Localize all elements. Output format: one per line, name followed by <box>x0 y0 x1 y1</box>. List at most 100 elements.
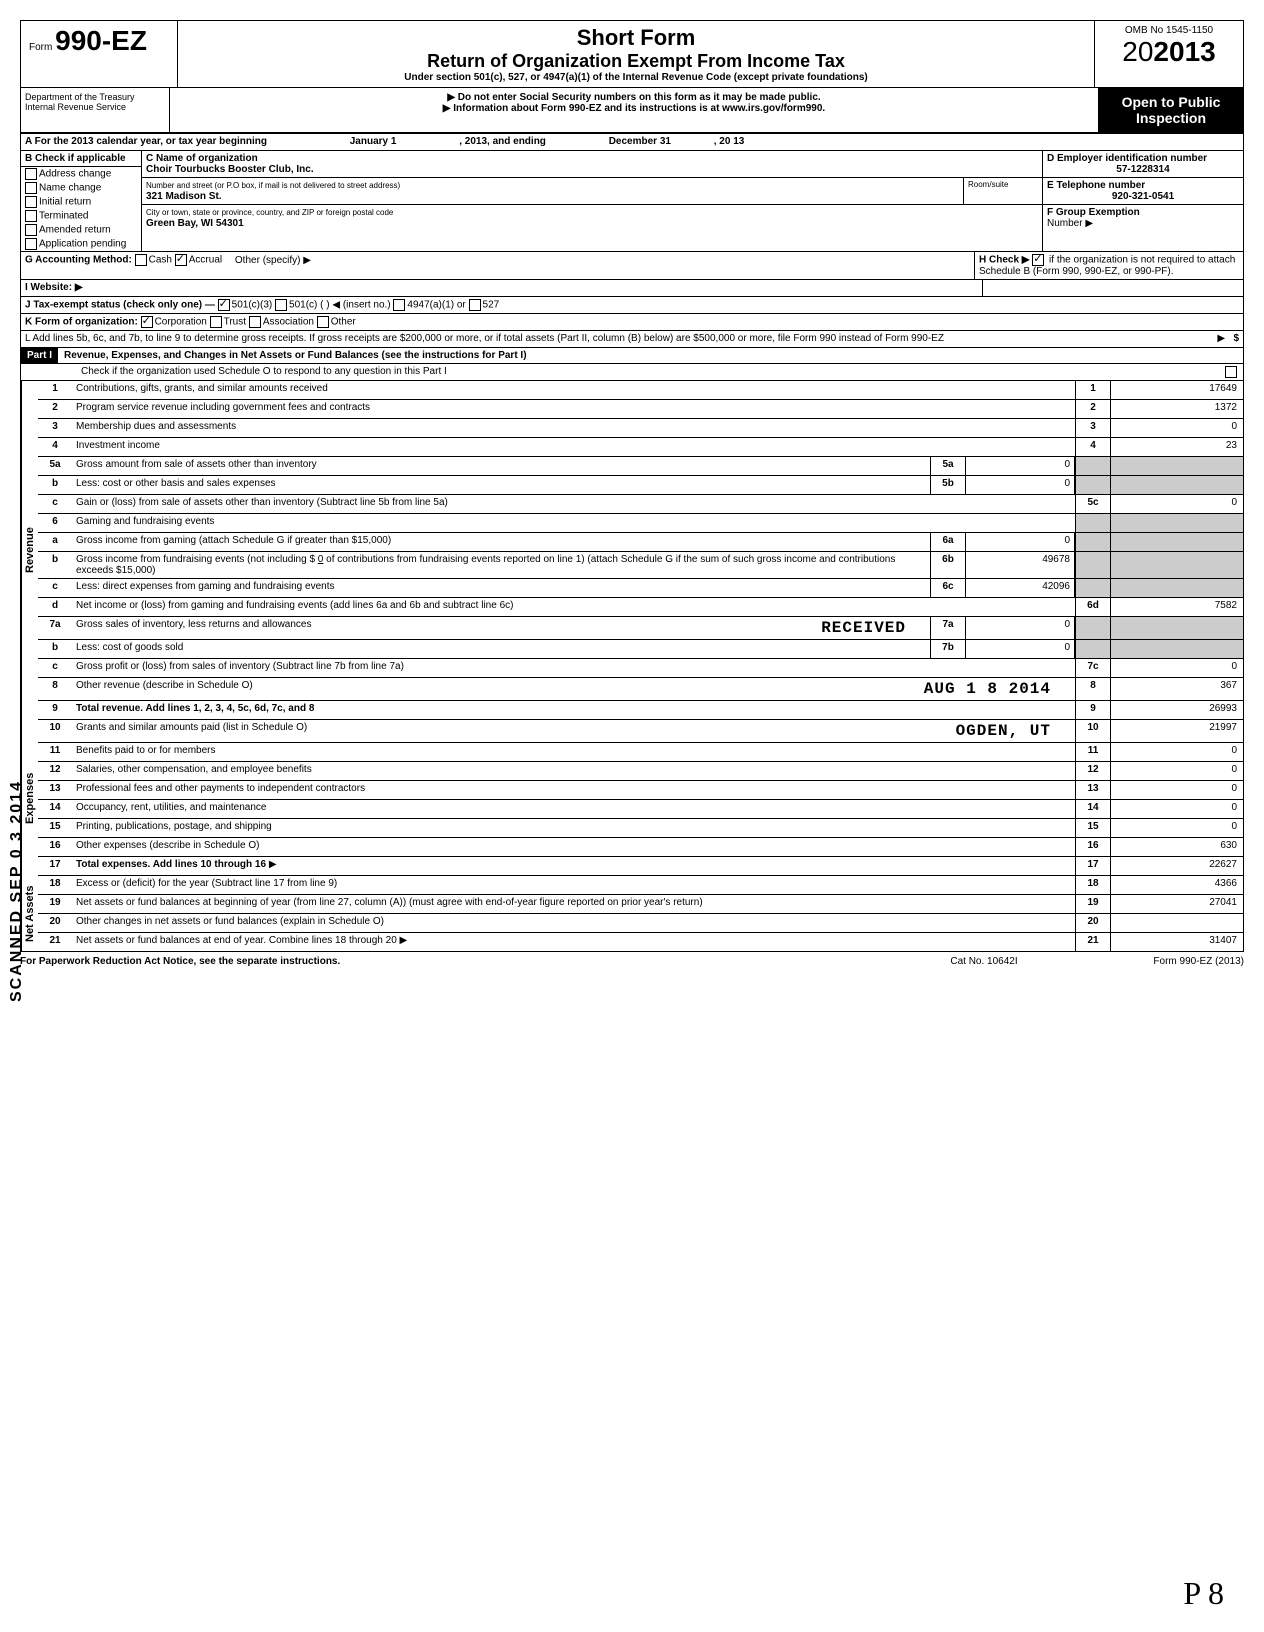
section-def: D Employer identification number 57-1228… <box>1043 151 1243 251</box>
room-suite-label: Room/suite <box>963 178 1042 204</box>
line-18-desc: Excess or (deficit) for the year (Subtra… <box>72 876 1075 894</box>
line-14-desc: Occupancy, rent, utilities, and maintena… <box>72 800 1075 818</box>
section-d-label: D Employer identification number <box>1047 153 1207 164</box>
dept-row: Department of the Treasury Internal Reve… <box>21 88 1243 134</box>
header-row: Form 990-EZ Short Form Return of Organiz… <box>21 21 1243 88</box>
line-9-val: 26993 <box>1111 701 1243 719</box>
addr-label: Number and street (or P.O box, if mail i… <box>146 181 400 190</box>
dept-cell: Department of the Treasury Internal Reve… <box>21 88 170 132</box>
b-item-2: Initial return <box>39 197 91 208</box>
sub-6b-num: 6b <box>930 552 966 578</box>
shade-6b <box>1075 552 1111 578</box>
sub-7b-num: 7b <box>930 640 966 658</box>
sub-5b-num: 5b <box>930 476 966 494</box>
check-name-change[interactable] <box>25 182 37 194</box>
check-assoc[interactable] <box>249 316 261 328</box>
l-dollar: $ <box>1233 333 1239 344</box>
line-6c-desc: Less: direct expenses from gaming and fu… <box>72 579 930 597</box>
check-527[interactable] <box>469 299 481 311</box>
check-4947[interactable] <box>393 299 405 311</box>
g-cash: Cash <box>149 255 172 266</box>
shade-6a <box>1075 533 1111 551</box>
irs: Internal Revenue Service <box>25 102 165 112</box>
line-14-val: 0 <box>1111 800 1243 818</box>
expenses-label: Expenses <box>21 720 38 876</box>
under-section: Under section 501(c), 527, or 4947(a)(1)… <box>182 72 1090 83</box>
line-20-desc: Other changes in net assets or fund bala… <box>72 914 1075 932</box>
line-3-desc: Membership dues and assessments <box>72 419 1075 437</box>
line-2-val: 1372 <box>1111 400 1243 418</box>
shade-6a-val <box>1111 533 1243 551</box>
check-address-change[interactable] <box>25 168 37 180</box>
k-assoc: Association <box>263 317 314 328</box>
line-5b-desc: Less: cost or other basis and sales expe… <box>72 476 930 494</box>
line-4-val: 23 <box>1111 438 1243 456</box>
netassets-section: Net Assets 18Excess or (deficit) for the… <box>21 876 1243 951</box>
revenue-section: Revenue 1Contributions, gifts, grants, a… <box>21 381 1243 720</box>
section-k-label: K Form of organization: <box>25 317 138 328</box>
check-accrual[interactable] <box>175 254 187 266</box>
form-footer: Form 990-EZ (2013) <box>1084 956 1244 967</box>
ln14: 14 <box>38 800 72 818</box>
shade-6c-val <box>1111 579 1243 597</box>
check-501c3[interactable] <box>218 299 230 311</box>
line-20-val <box>1111 914 1243 932</box>
check-amended[interactable] <box>25 224 37 236</box>
check-501c[interactable] <box>275 299 287 311</box>
period-mid: , 2013, and ending <box>459 136 546 147</box>
amt-10-num: 10 <box>1075 720 1111 742</box>
check-corp[interactable] <box>141 316 153 328</box>
check-initial-return[interactable] <box>25 196 37 208</box>
line-16-desc: Other expenses (describe in Schedule O) <box>72 838 1075 856</box>
open-public: Open to Public Inspection <box>1098 88 1243 132</box>
line-7a-sub: 0 <box>966 617 1075 639</box>
line-6a-desc: Gross income from gaming (attach Schedul… <box>72 533 930 551</box>
ln9: 9 <box>38 701 72 719</box>
line-7c-val: 0 <box>1111 659 1243 677</box>
ln6a: a <box>38 533 72 551</box>
b-item-0: Address change <box>39 169 111 180</box>
check-schedule-b[interactable] <box>1032 254 1044 266</box>
line-6a-sub: 0 <box>966 533 1075 551</box>
ln19: 19 <box>38 895 72 913</box>
line-17-desc: Total expenses. Add lines 10 through 16 … <box>72 857 1075 875</box>
group-number-label: Number ▶ <box>1047 218 1093 229</box>
ln11: 11 <box>38 743 72 761</box>
shade-5a <box>1075 457 1111 475</box>
amt-6d-num: 6d <box>1075 598 1111 616</box>
check-schedule-o[interactable] <box>1225 366 1237 378</box>
line-15-val: 0 <box>1111 819 1243 837</box>
line-1-val: 17649 <box>1111 381 1243 399</box>
ln16: 16 <box>38 838 72 856</box>
k-corp: Corporation <box>155 317 207 328</box>
line-6-desc: Gaming and fundraising events <box>72 514 1075 532</box>
revenue-label: Revenue <box>21 381 38 720</box>
check-pending[interactable] <box>25 238 37 250</box>
check-other[interactable] <box>317 316 329 328</box>
amt-2-num: 2 <box>1075 400 1111 418</box>
shade-6c <box>1075 579 1111 597</box>
line-8-val: 367 <box>1111 678 1243 700</box>
j-4947: 4947(a)(1) or <box>407 300 465 311</box>
b-item-3: Terminated <box>39 211 88 222</box>
short-form: Short Form <box>182 25 1090 51</box>
expenses-section: Expenses 10Grants and similar amounts pa… <box>21 720 1243 876</box>
line-13-val: 0 <box>1111 781 1243 799</box>
amt-20-num: 20 <box>1075 914 1111 932</box>
line-19-val: 27041 <box>1111 895 1243 913</box>
section-b: B Check if applicable Address change Nam… <box>21 151 142 251</box>
check-cash[interactable] <box>135 254 147 266</box>
section-k-row: K Form of organization: Corporation Trus… <box>21 314 1243 331</box>
check-terminated[interactable] <box>25 210 37 222</box>
section-j-label: J Tax-exempt status (check only one) — <box>25 300 215 311</box>
ln17: 17 <box>38 857 72 875</box>
paperwork-notice: For Paperwork Reduction Act Notice, see … <box>20 956 340 967</box>
omb-number: OMB No 1545-1150 <box>1099 25 1239 36</box>
amt-3-num: 3 <box>1075 419 1111 437</box>
check-trust[interactable] <box>210 316 222 328</box>
line-5a-sub: 0 <box>966 457 1075 475</box>
section-e-label: E Telephone number <box>1047 180 1145 191</box>
line-6d-desc: Net income or (loss) from gaming and fun… <box>72 598 1075 616</box>
line-7c-desc: Gross profit or (loss) from sales of inv… <box>72 659 1075 677</box>
line-5b-sub: 0 <box>966 476 1075 494</box>
